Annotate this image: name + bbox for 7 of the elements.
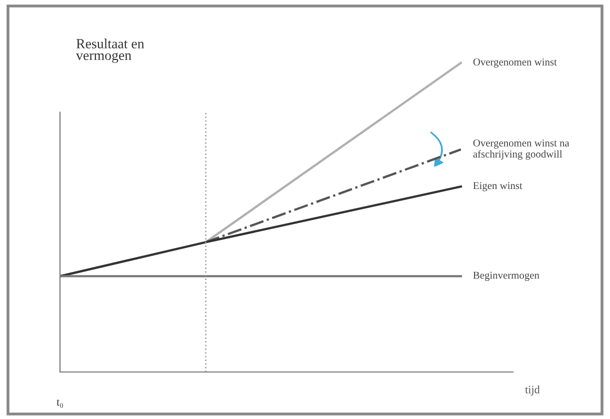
series-label: Beginvermogen <box>473 272 540 281</box>
text: t₀ <box>56 399 63 408</box>
series-label: Overgenomen winst na afschrijving goodwill <box>473 140 570 160</box>
series-label: Eigen winst <box>473 182 522 192</box>
series-label: Overgenomen winst <box>473 58 557 68</box>
y-axis-title: Resultaat en vermogen <box>76 38 144 63</box>
x-axis-title: tijd <box>525 386 540 396</box>
